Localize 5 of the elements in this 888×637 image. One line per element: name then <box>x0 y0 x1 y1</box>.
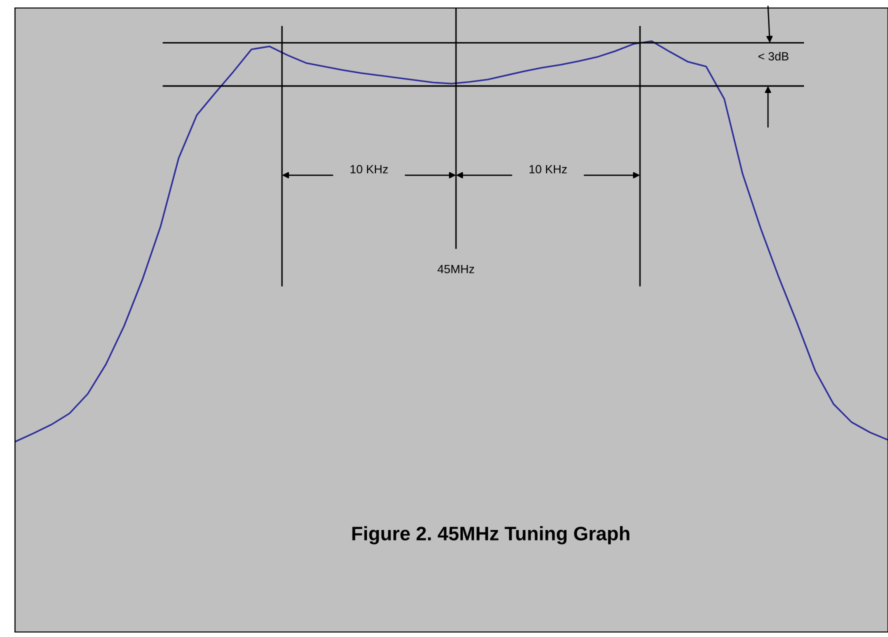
annotation: 10 KHz <box>530 165 567 174</box>
annotation: < 3dB <box>758 52 788 61</box>
annotation: 45MHz <box>438 265 474 274</box>
text: Figure 2. 45MHz Tuning Graph <box>352 526 630 544</box>
annotation: 10 KHz <box>350 165 388 174</box>
